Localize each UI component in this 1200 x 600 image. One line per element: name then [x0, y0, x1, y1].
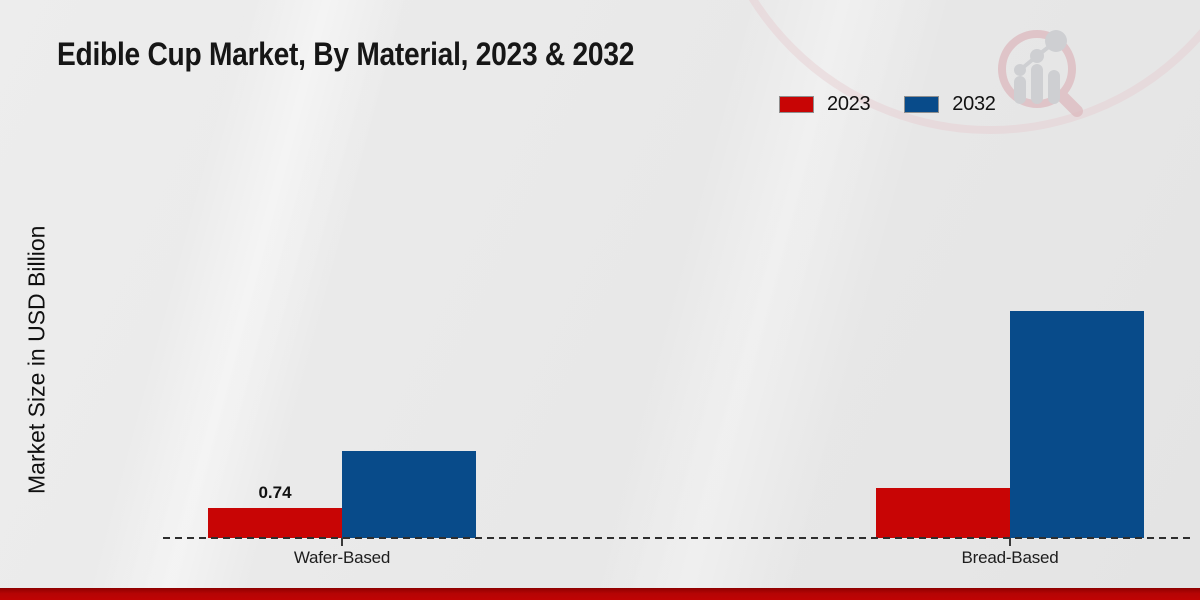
legend: 2023 2032: [779, 93, 996, 116]
x-axis-tick-bread-based: [1009, 538, 1011, 546]
x-axis-tick-wafer-based: [341, 538, 343, 546]
bottom-red-strip: [0, 588, 1200, 600]
legend-item-2032: 2032: [904, 93, 996, 116]
legend-label-2032: 2032: [952, 93, 996, 115]
bar-2032-bread-based: [1010, 311, 1144, 538]
category-label-bread-based: Bread-Based: [961, 548, 1059, 567]
legend-label-2023: 2023: [827, 93, 871, 115]
bar-chart-icon: [1014, 30, 1067, 104]
legend-swatch-2023: [779, 96, 814, 113]
chart-title: Edible Cup Market, By Material, 2023 & 2…: [57, 36, 635, 72]
legend-swatch-2032: [904, 96, 940, 113]
legend-item-2023: 2023: [779, 93, 871, 116]
bar-2032-wafer-based: [342, 450, 476, 538]
bar-2023-wafer-based: [208, 508, 342, 538]
bar-value-label-2023-wafer-based: 0.74: [258, 483, 292, 503]
bar-2023-bread-based: [876, 487, 1010, 538]
x-axis-baseline: [163, 537, 1193, 539]
mrfr-logo-watermark: [998, 30, 1083, 117]
category-label-wafer-based: Wafer-Based: [293, 548, 391, 567]
